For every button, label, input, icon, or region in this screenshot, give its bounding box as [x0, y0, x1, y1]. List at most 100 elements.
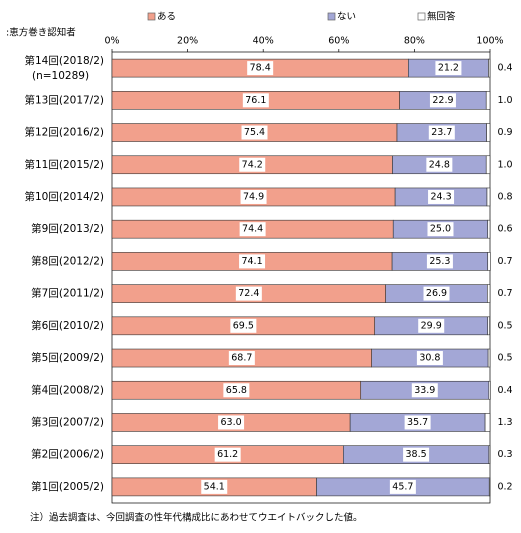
bar-segment [484, 413, 491, 432]
value-label: 21.2 [438, 63, 459, 74]
category-label: 第10回(2014/2) [25, 190, 105, 203]
value-label: 63.0 [220, 417, 241, 428]
legend-label: ある [157, 12, 176, 23]
value-label-bg [241, 125, 268, 140]
category-label: 第11回(2015/2) [25, 158, 105, 171]
legend-swatch [327, 12, 336, 21]
value-label: 0.5 [497, 353, 512, 364]
category-label: 第13回(2017/2) [25, 93, 105, 106]
value-label: 0.9 [497, 127, 512, 138]
value-label: 0.4 [497, 385, 512, 396]
bar-segment [486, 123, 491, 142]
value-label: 24.3 [430, 191, 451, 202]
value-label: 0.7 [497, 288, 512, 299]
value-label-bg [428, 189, 455, 204]
value-label-bg [239, 254, 266, 269]
bar-segment [485, 155, 491, 175]
value-label: 45.7 [392, 481, 413, 492]
value-label: 30.8 [419, 353, 440, 364]
value-label: 1.0 [497, 159, 512, 170]
value-label-bg [242, 93, 269, 108]
value-label-bg [427, 222, 454, 237]
bar-segment [487, 284, 491, 303]
value-label-bg [435, 61, 462, 76]
value-label: 75.4 [244, 127, 265, 138]
value-label: 68.7 [231, 353, 252, 364]
bar-segment [487, 348, 491, 368]
value-label: 1.0 [497, 95, 512, 106]
bar-segment [486, 187, 491, 207]
bar-segment [485, 91, 491, 110]
sample-note: (n=10289) [32, 70, 89, 82]
value-label-bg [214, 447, 241, 462]
category-label: 第6回(2010/2) [31, 319, 104, 332]
value-label: 26.9 [426, 288, 447, 299]
bar-segment [487, 219, 491, 239]
value-label: 74.4 [242, 224, 263, 235]
category-label: 第9回(2013/2) [31, 222, 104, 235]
bar-segment [488, 380, 491, 400]
x-tick-label: 20% [177, 36, 198, 47]
category-label: 第4回(2008/2) [31, 383, 104, 396]
footnote: 注）過去調査は、今回調査の性年代構成比にあわせてウエイトバックした値。 [30, 512, 363, 524]
bar-segment [487, 316, 490, 336]
category-label: 第8回(2012/2) [31, 254, 104, 267]
value-label: 38.5 [406, 449, 427, 460]
value-label: 0.3 [497, 449, 512, 460]
value-label-bg [416, 351, 443, 366]
value-label: 24.8 [429, 159, 450, 170]
value-label-bg [228, 351, 255, 366]
value-label-bg [239, 157, 266, 172]
value-label: 25.3 [429, 256, 450, 267]
value-label-bg [404, 415, 431, 430]
value-label-bg [235, 286, 262, 301]
value-label: 72.4 [238, 288, 259, 299]
value-label-bg [230, 318, 257, 333]
value-label: 1.3 [497, 417, 512, 428]
value-label-bg [403, 447, 430, 462]
category-label: 第14回(2018/2) [25, 54, 105, 67]
value-label: 0.6 [497, 224, 512, 235]
x-tick-label: 100% [476, 36, 503, 47]
value-label-bg [426, 157, 453, 172]
value-label: 74.9 [243, 191, 264, 202]
value-label-bg [201, 479, 228, 494]
value-label-bg [240, 189, 267, 204]
subtitle: :恵方巻き認知者 [6, 27, 76, 39]
x-tick-label: 0% [104, 36, 119, 47]
bar-segment [488, 445, 491, 464]
value-label: 0.5 [497, 320, 512, 331]
value-label: 0.4 [497, 63, 512, 74]
value-label: 0.8 [497, 191, 512, 202]
bar-segment [488, 477, 491, 497]
value-label-bg [411, 383, 438, 398]
category-label: 第5回(2009/2) [31, 351, 104, 364]
value-label: 61.2 [217, 449, 238, 460]
value-label-bg [426, 254, 453, 269]
category-label: 第2回(2006/2) [31, 448, 104, 461]
legend-swatch [147, 12, 156, 21]
x-tick-label: 80% [404, 36, 425, 47]
value-label: 29.9 [421, 320, 442, 331]
plot-frame [111, 51, 491, 504]
value-label: 23.7 [431, 127, 452, 138]
bar-segment [487, 252, 491, 271]
value-label-bg [218, 415, 245, 430]
value-label: 69.5 [233, 320, 254, 331]
value-label: 33.9 [414, 385, 435, 396]
legend-label: 無回答 [427, 11, 456, 23]
value-label: 0.7 [497, 256, 512, 267]
value-label: 0.2 [497, 481, 512, 492]
value-label: 74.2 [242, 159, 263, 170]
value-label: 35.7 [407, 417, 428, 428]
value-label: 65.8 [226, 385, 247, 396]
x-tick-label: 60% [328, 36, 349, 47]
value-label: 54.1 [204, 481, 225, 492]
x-tick-label: 40% [253, 36, 274, 47]
value-label-bg [429, 93, 456, 108]
category-label: 第12回(2016/2) [25, 126, 105, 139]
value-label-bg [418, 318, 445, 333]
value-label-bg [247, 61, 274, 76]
value-label-bg [423, 286, 450, 301]
